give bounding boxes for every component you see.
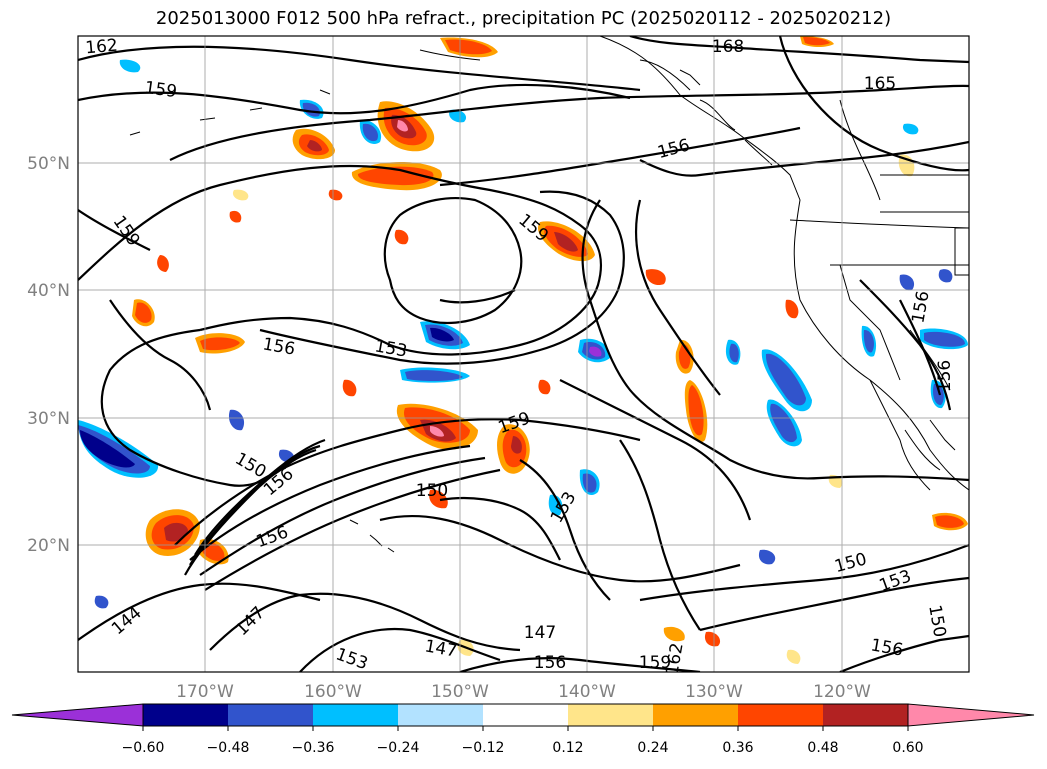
contour-label: 159 [639, 653, 671, 673]
colorbar-tick: 0.36 [722, 740, 753, 756]
lon-label: 130°W [685, 682, 743, 702]
colorbar-tick: −0.36 [292, 740, 335, 756]
gridlines [78, 36, 969, 672]
lat-label: 20°N [27, 536, 70, 556]
colorbar-extend-high [907, 703, 1035, 727]
lon-label: 120°W [813, 682, 871, 702]
colorbar-segment [228, 704, 313, 726]
latitude-labels: 50°N 40°N 30°N 20°N [27, 154, 70, 556]
contour-label: 168 [712, 37, 744, 57]
contour-label: 165 [864, 74, 896, 94]
lon-label: 160°W [304, 682, 362, 702]
contour-label: 147 [524, 623, 556, 643]
precip-negative-patches [78, 59, 968, 609]
contour-lines [78, 36, 969, 672]
contour-label: 156 [935, 360, 955, 392]
lat-label: 30°N [27, 409, 70, 429]
colorbar-frame [142, 703, 909, 727]
contour-label: 150 [416, 481, 448, 501]
colorbar-segment [568, 704, 653, 726]
contour-label: 162 [662, 641, 687, 676]
precip-positive-patches [132, 36, 968, 664]
colorbar-segment [823, 704, 908, 726]
colorbar [11, 703, 1035, 727]
colorbar-segment [143, 704, 228, 726]
colorbar-segment [483, 704, 568, 726]
colorbar-tick: 0.48 [807, 740, 838, 756]
lon-label: 170°W [176, 682, 234, 702]
colorbar-tick: −0.60 [122, 740, 165, 756]
contour-label: 156 [534, 653, 566, 673]
colorbar-segment [653, 704, 738, 726]
longitude-labels: 170°W 160°W 150°W 140°W 130°W 120°W [176, 682, 871, 702]
plot-frame [77, 35, 970, 673]
lat-label: 40°N [27, 281, 70, 301]
colorbar-tick: −0.24 [377, 740, 420, 756]
contour-label: 162 [85, 36, 119, 59]
colorbar-segment [398, 704, 483, 726]
colorbar-segment [313, 704, 398, 726]
map-title: 2025013000 F012 500 hPa refract., precip… [155, 8, 892, 29]
colorbar-extend-low [11, 703, 144, 727]
colorbar-tick-labels: −0.60 −0.48 −0.36 −0.24 −0.12 0.12 0.24 0.36 0.4… [122, 726, 924, 756]
colorbar-tick: 0.12 [552, 740, 583, 756]
colorbar-tick: −0.12 [462, 740, 505, 756]
lat-label: 50°N [27, 154, 70, 174]
lon-label: 150°W [431, 682, 489, 702]
contour-label: 159 [143, 78, 178, 102]
colorbar-tick: 0.60 [892, 740, 923, 756]
colorbar-tick: −0.48 [207, 740, 250, 756]
colorbar-tick: 0.24 [637, 740, 668, 756]
lon-label: 140°W [558, 682, 616, 702]
colorbar-segment [738, 704, 823, 726]
